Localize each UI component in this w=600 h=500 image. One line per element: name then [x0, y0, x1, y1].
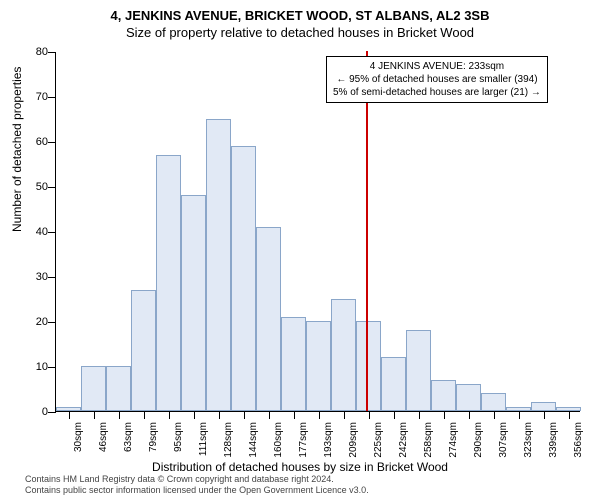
histogram-bar — [256, 227, 281, 412]
attribution-line2: Contains public sector information licen… — [25, 485, 369, 496]
annotation-box: 4 JENKINS AVENUE: 233sqm← 95% of detache… — [326, 56, 548, 103]
y-tick-label: 60 — [36, 136, 48, 148]
y-axis-title: Number of detached properties — [10, 67, 24, 232]
histogram-bar — [156, 155, 181, 412]
plot-area: 0102030405060708030sqm46sqm63sqm79sqm95s… — [55, 52, 580, 412]
histogram-bar — [431, 380, 456, 412]
y-tick — [48, 97, 56, 98]
y-tick — [48, 187, 56, 188]
x-tick-label: 225sqm — [373, 422, 384, 458]
x-tick-label: 95sqm — [173, 422, 184, 452]
x-axis-title: Distribution of detached houses by size … — [0, 460, 600, 474]
x-tick-label: 160sqm — [273, 422, 284, 458]
histogram-bar — [481, 393, 506, 411]
x-tick — [269, 411, 270, 419]
x-tick — [119, 411, 120, 419]
x-tick-label: 274sqm — [448, 422, 459, 458]
histogram-bar — [206, 119, 231, 412]
x-tick — [394, 411, 395, 419]
y-tick — [48, 412, 56, 413]
histogram-bar — [331, 299, 356, 412]
x-tick — [294, 411, 295, 419]
histogram-bar — [406, 330, 431, 411]
x-tick — [169, 411, 170, 419]
histogram-bar — [456, 384, 481, 411]
x-tick — [344, 411, 345, 419]
x-tick — [69, 411, 70, 419]
x-tick-label: 242sqm — [398, 422, 409, 458]
chart-area: 0102030405060708030sqm46sqm63sqm79sqm95s… — [55, 52, 580, 412]
histogram-bar — [381, 357, 406, 411]
x-tick — [444, 411, 445, 419]
title-sub: Size of property relative to detached ho… — [0, 23, 600, 40]
histogram-bar — [131, 290, 156, 412]
x-tick-label: 193sqm — [323, 422, 334, 458]
x-tick — [494, 411, 495, 419]
x-tick-label: 63sqm — [123, 422, 134, 452]
histogram-bar — [306, 321, 331, 411]
histogram-bar — [106, 366, 131, 411]
x-tick — [94, 411, 95, 419]
histogram-bar — [531, 402, 556, 411]
x-tick-label: 30sqm — [73, 422, 84, 452]
attribution: Contains HM Land Registry data © Crown c… — [25, 474, 369, 496]
x-tick-label: 128sqm — [223, 422, 234, 458]
x-tick — [194, 411, 195, 419]
x-tick-label: 46sqm — [98, 422, 109, 452]
x-tick-label: 177sqm — [298, 422, 309, 458]
title-main: 4, JENKINS AVENUE, BRICKET WOOD, ST ALBA… — [0, 0, 600, 23]
annotation-line1: 4 JENKINS AVENUE: 233sqm — [333, 60, 541, 73]
x-tick-label: 209sqm — [348, 422, 359, 458]
attribution-line1: Contains HM Land Registry data © Crown c… — [25, 474, 369, 485]
x-tick — [369, 411, 370, 419]
x-tick — [144, 411, 145, 419]
x-tick — [519, 411, 520, 419]
y-tick — [48, 142, 56, 143]
x-tick-label: 307sqm — [498, 422, 509, 458]
y-tick — [48, 322, 56, 323]
y-tick-label: 80 — [36, 46, 48, 58]
y-tick-label: 50 — [36, 181, 48, 193]
x-tick-label: 339sqm — [548, 422, 559, 458]
y-tick-label: 0 — [42, 406, 48, 418]
histogram-bar — [81, 366, 106, 411]
x-tick-label: 356sqm — [573, 422, 584, 458]
y-tick-label: 40 — [36, 226, 48, 238]
x-tick — [544, 411, 545, 419]
y-tick-label: 70 — [36, 91, 48, 103]
x-tick — [244, 411, 245, 419]
x-tick-label: 290sqm — [473, 422, 484, 458]
x-tick — [419, 411, 420, 419]
y-tick — [48, 52, 56, 53]
x-tick-label: 79sqm — [148, 422, 159, 452]
histogram-bar — [181, 195, 206, 411]
marker-line — [366, 51, 368, 411]
annotation-line2: ← 95% of detached houses are smaller (39… — [333, 73, 541, 86]
x-tick — [569, 411, 570, 419]
histogram-bar — [356, 321, 381, 411]
y-tick — [48, 232, 56, 233]
x-tick-label: 323sqm — [523, 422, 534, 458]
histogram-bar — [281, 317, 306, 412]
x-tick-label: 144sqm — [248, 422, 259, 458]
x-tick — [469, 411, 470, 419]
annotation-line3: 5% of semi-detached houses are larger (2… — [333, 86, 541, 99]
histogram-bar — [231, 146, 256, 412]
x-tick — [319, 411, 320, 419]
x-tick — [219, 411, 220, 419]
y-tick-label: 20 — [36, 316, 48, 328]
x-tick-label: 258sqm — [423, 422, 434, 458]
y-tick — [48, 277, 56, 278]
x-tick-label: 111sqm — [198, 422, 209, 456]
y-tick-label: 30 — [36, 271, 48, 283]
y-tick-label: 10 — [36, 361, 48, 373]
y-tick — [48, 367, 56, 368]
